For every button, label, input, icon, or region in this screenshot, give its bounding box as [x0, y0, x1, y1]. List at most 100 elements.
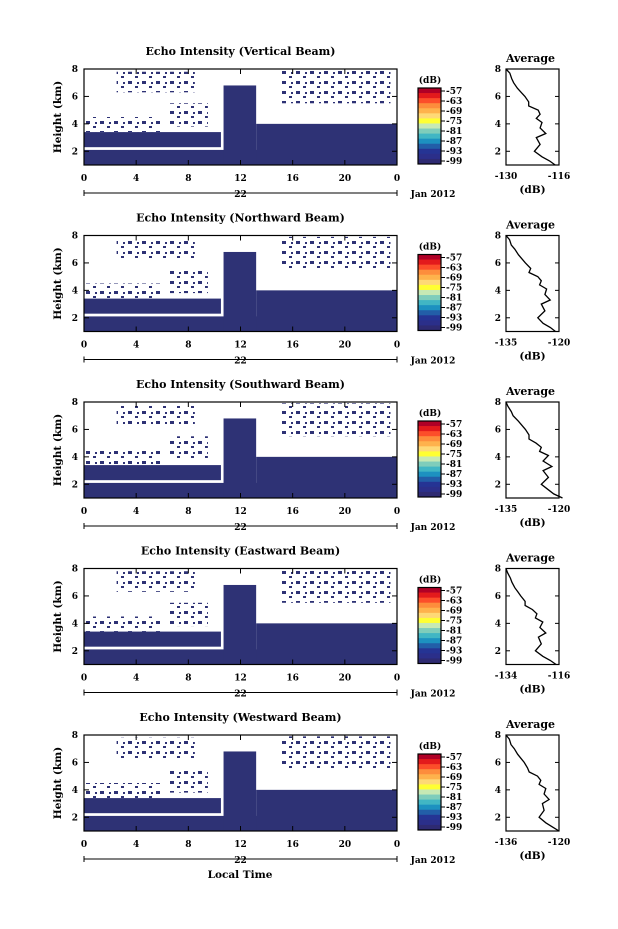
x-axis-label: Local Time: [208, 869, 273, 881]
colorbar-swatch: [418, 754, 441, 760]
profile-x-label: (dB): [519, 517, 545, 529]
profile-title: Average: [505, 552, 555, 565]
colorbar-tick-label: -81: [446, 127, 462, 137]
profile-line: [505, 568, 557, 666]
colorbar-swatch: [418, 274, 441, 281]
colorbar-swatch: [418, 259, 441, 266]
x-tick-label: 20: [339, 507, 352, 517]
speckle-d: [84, 117, 163, 133]
average-profile: Average 2 4 6 8 -130 -116(dB): [495, 52, 571, 196]
colorbar-tick-label: -99: [446, 823, 462, 833]
x-tick-label: 16: [286, 341, 299, 351]
vertical-column: [223, 751, 257, 831]
colorbar-tick-label: -57: [446, 587, 462, 597]
colorbar-swatch: [418, 451, 441, 457]
speckle-b: [116, 404, 195, 426]
colorbar-swatch: [418, 587, 441, 593]
colorbar-swatch: [418, 819, 441, 826]
x-tick-label: 4: [133, 840, 139, 850]
colorbar-swatch: [418, 446, 441, 452]
panel-1: Echo Intensity (Northward Beam) 2 4 6 8 Heigh…: [52, 212, 570, 367]
colorbar: (dB) -57-63-69-75-81-87-93-99: [417, 242, 462, 334]
speckle-c: [279, 236, 391, 270]
y-tick-label: 4: [72, 120, 78, 130]
x-tick-label: 0: [81, 507, 87, 517]
x-tick-label: 12: [234, 674, 247, 684]
speckle-c: [279, 569, 391, 603]
colorbar-swatch: [418, 441, 441, 447]
x-tick-label: 20: [339, 341, 352, 351]
colorbar-swatch: [418, 158, 441, 165]
y-axis-label: Height (km): [52, 747, 64, 819]
colorbar-swatch: [418, 148, 441, 155]
average-profile: Average 2 4 6 8 -135 -120(dB): [495, 385, 571, 529]
y-axis-label: Height (km): [52, 580, 64, 652]
y-tick-label: 6: [72, 425, 78, 435]
colorbar-swatch: [418, 804, 441, 811]
colorbar-swatch: [418, 643, 441, 649]
colorbar-swatch: [418, 138, 441, 145]
colorbar-swatch: [418, 617, 441, 624]
colorbar-tick-label: -75: [446, 284, 462, 294]
y-axis-label: Height (km): [52, 247, 64, 319]
colorbar-swatch: [418, 481, 441, 488]
profile-x-tick-label: -116: [548, 672, 571, 682]
profile-line: [505, 401, 563, 499]
colorbar-tick-label: -63: [446, 597, 462, 607]
vertical-column: [223, 584, 257, 665]
speckle-c: [279, 736, 391, 770]
speckle-d: [84, 616, 163, 632]
profile-line: [505, 734, 560, 832]
profile-y-tick-label: 8: [495, 565, 501, 575]
colorbar-tick-label: -99: [446, 324, 462, 334]
colorbar-swatch: [418, 93, 441, 99]
colorbar-swatch: [418, 814, 441, 821]
colorbar-swatch: [418, 254, 441, 260]
x-tick-label: 0: [394, 174, 400, 184]
y-tick-label: 2: [72, 480, 78, 490]
speckle-a: [168, 602, 208, 627]
panel-2: Echo Intensity (Southward Beam) 2 4 6 8 Heigh…: [52, 378, 570, 533]
profile-y-tick-label: 6: [495, 92, 501, 102]
colorbar-swatch: [418, 133, 441, 140]
speckle-d: [84, 283, 163, 299]
speckle-b: [116, 571, 195, 592]
heatmap-field: [84, 403, 397, 498]
colorbar-swatch: [418, 491, 441, 498]
profile-x-label: (dB): [519, 684, 545, 696]
profile-y-tick-label: 8: [495, 232, 501, 242]
x-tick-label: 16: [286, 840, 299, 850]
x-tick-label: 0: [394, 341, 400, 351]
mid-layer-left: [84, 465, 221, 481]
y-tick-label: 6: [72, 259, 78, 269]
colorbar-swatch: [418, 658, 441, 664]
colorbar-swatch: [418, 456, 441, 462]
colorbar-tick-label: -87: [446, 470, 462, 480]
speckle-b: [116, 71, 195, 93]
colorbar-swatch: [418, 602, 441, 609]
colorbar-tick-label: -93: [446, 314, 462, 324]
colorbar-swatch: [418, 153, 441, 160]
y-tick-label: 2: [72, 813, 78, 823]
x-tick-label: 16: [286, 174, 299, 184]
colorbar-swatch: [418, 128, 441, 134]
profile-y-tick-label: 6: [495, 259, 501, 269]
colorbar-swatch: [418, 300, 441, 306]
colorbar-tick-label: -99: [446, 157, 462, 167]
colorbar-swatch: [418, 88, 441, 94]
colorbar-tick-label: -81: [446, 627, 462, 637]
x-tick-label: 16: [286, 507, 299, 517]
colorbar-swatch: [418, 103, 441, 109]
panel-4: Echo Intensity (Westward Beam) 2 4 6 8 Height…: [52, 711, 570, 866]
speckle-c: [279, 70, 391, 104]
y-tick-label: 8: [72, 731, 78, 741]
colorbar-swatch: [418, 486, 441, 493]
vertical-column: [223, 85, 257, 165]
profile-y-tick-label: 4: [495, 120, 501, 130]
x-tick-label: 4: [133, 174, 139, 184]
y-tick-label: 4: [72, 453, 78, 463]
y-tick-label: 4: [72, 619, 78, 629]
colorbar-swatch: [418, 597, 441, 604]
colorbar-tick-label: -93: [446, 480, 462, 490]
